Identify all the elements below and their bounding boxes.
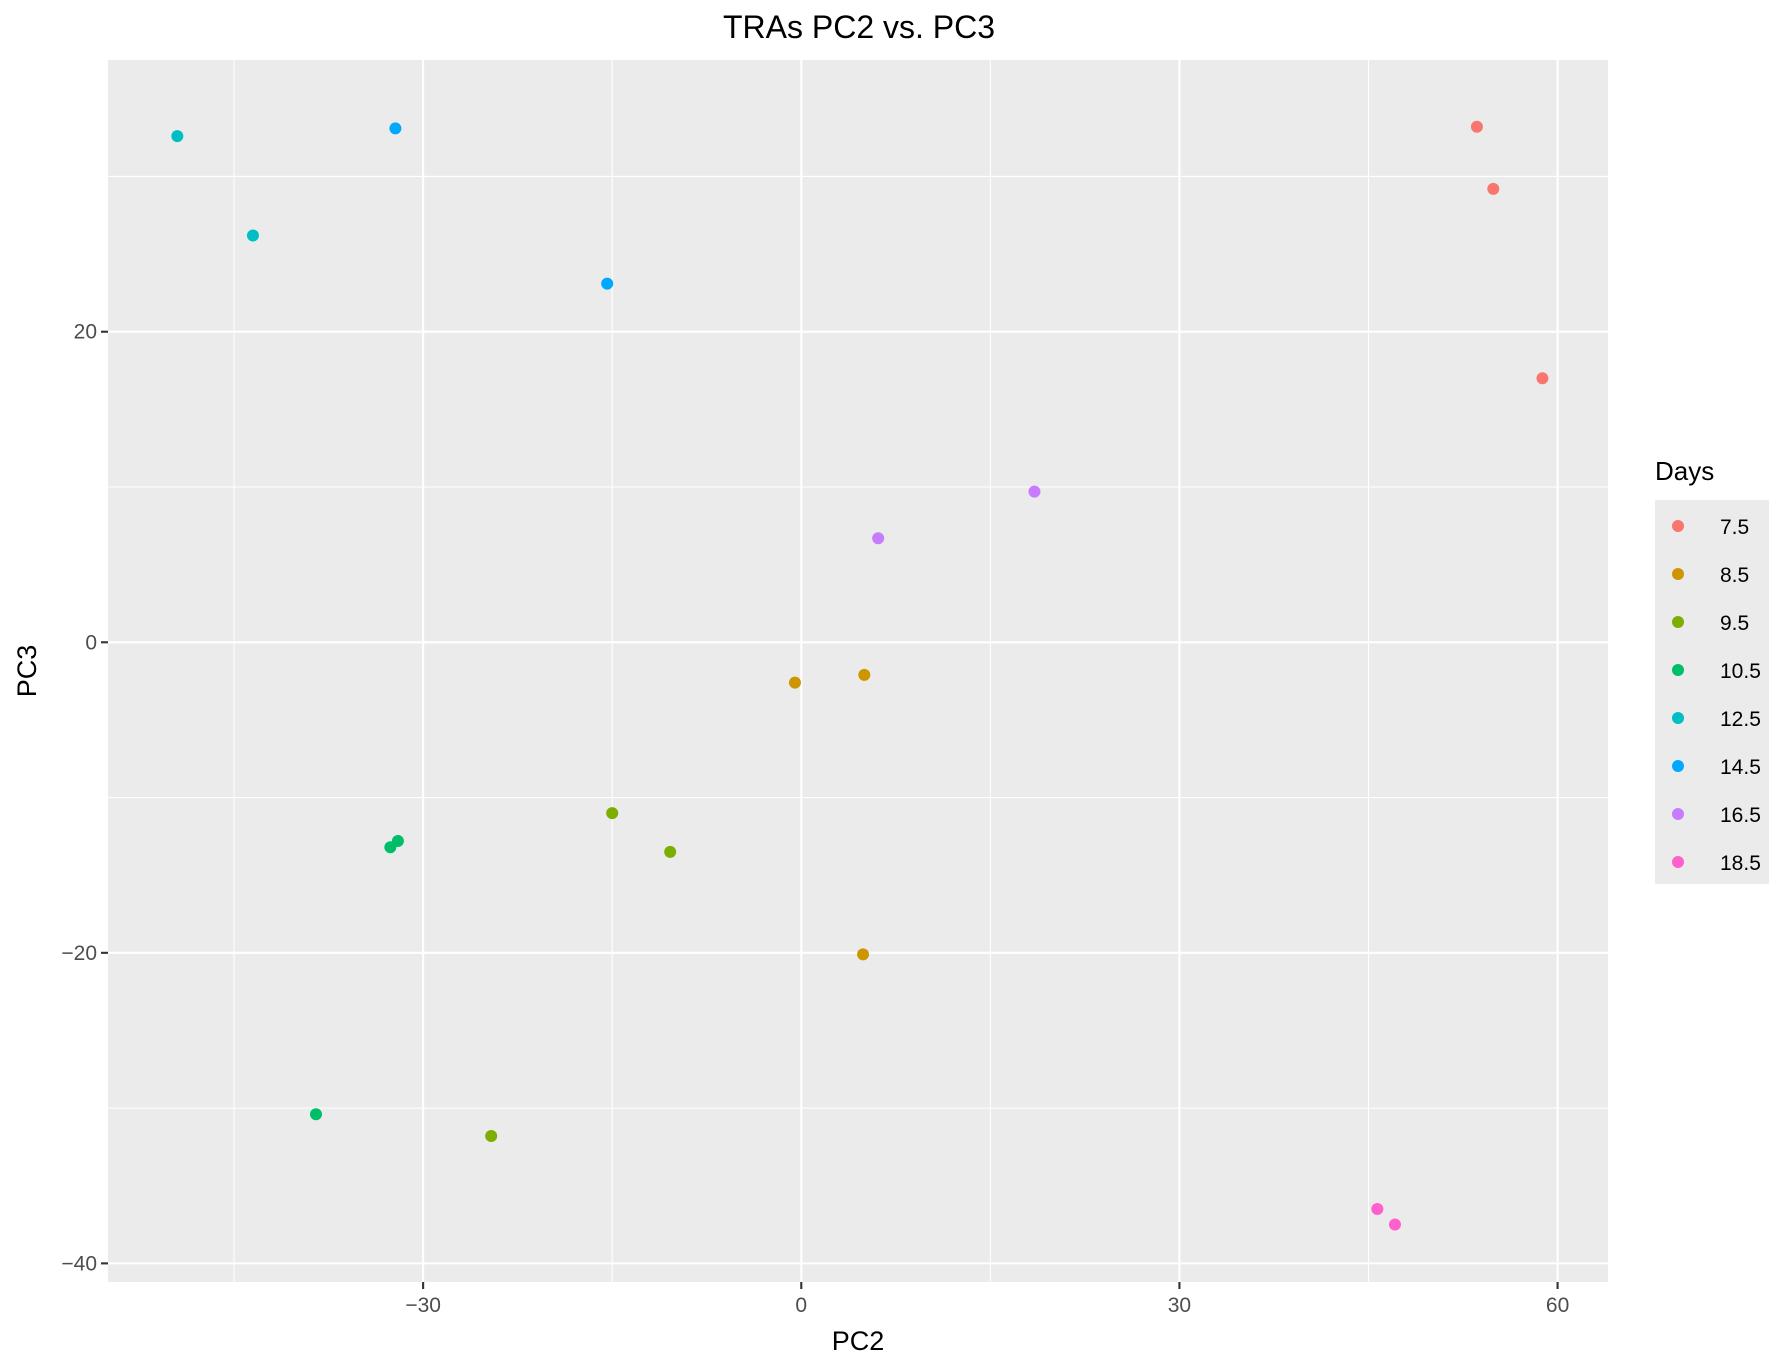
points-layer (171, 120, 1549, 1231)
legend-key-day-10.5 (1672, 664, 1684, 676)
legend-key-day-8.5 (1672, 568, 1684, 580)
x-axis-title: PC2 (832, 1326, 885, 1356)
y-tick-label: 20 (74, 321, 97, 344)
plot-panel (108, 60, 1608, 1282)
data-point-day-12.5 (246, 229, 259, 242)
axis-layer: −30 0 30 60 −40 −20 0 20 (61, 321, 1569, 1317)
x-tick-label: 60 (1546, 1294, 1569, 1317)
data-point-day-14.5 (389, 122, 402, 135)
data-point-day-18.5 (1371, 1203, 1384, 1216)
data-point-day-10.5 (309, 1108, 322, 1121)
legend-label-day-16.5: 16.5 (1720, 804, 1761, 827)
data-point-day-7.5 (1536, 372, 1549, 385)
legend-label-day-9.5: 9.5 (1720, 612, 1749, 635)
legend-label-day-14.5: 14.5 (1720, 756, 1761, 779)
data-point-day-14.5 (601, 277, 614, 290)
legend-key-day-18.5 (1672, 856, 1684, 868)
data-point-day-9.5 (664, 845, 677, 858)
legend-label-day-10.5: 10.5 (1720, 660, 1761, 683)
y-tick-label: −40 (61, 1252, 97, 1275)
legend-label-day-18.5: 18.5 (1720, 852, 1761, 875)
y-tick-label: 0 (85, 631, 97, 654)
data-point-day-7.5 (1470, 120, 1483, 133)
data-point-day-16.5 (1028, 485, 1041, 498)
legend-label-day-8.5: 8.5 (1720, 564, 1749, 587)
data-point-day-9.5 (606, 807, 619, 820)
x-tick-label: 30 (1168, 1294, 1191, 1317)
legend-label-day-7.5: 7.5 (1720, 516, 1749, 539)
x-tick-label: 0 (795, 1294, 807, 1317)
legend-key-day-9.5 (1672, 616, 1684, 628)
data-point-day-9.5 (485, 1130, 498, 1143)
x-tick-label: −30 (405, 1294, 441, 1317)
data-point-day-8.5 (788, 676, 801, 689)
data-point-day-18.5 (1388, 1218, 1401, 1231)
data-point-day-8.5 (858, 668, 871, 681)
data-point-day-7.5 (1487, 182, 1500, 195)
legend-key-day-12.5 (1672, 712, 1684, 724)
legend-key-day-7.5 (1672, 520, 1684, 532)
legend-key-background (1655, 500, 1769, 884)
legend-title: Days (1655, 456, 1714, 486)
legend-key-day-16.5 (1672, 808, 1684, 820)
data-point-day-8.5 (857, 948, 870, 961)
chart-title: TRAs PC2 vs. PC3 (723, 9, 995, 45)
legend: Days 7.5 8.5 9.5 10.5 12.5 14.5 16.5 18.5 (1655, 456, 1769, 884)
data-point-day-12.5 (171, 130, 184, 143)
legend-label-day-12.5: 12.5 (1720, 708, 1761, 731)
y-axis-title: PC3 (12, 645, 42, 698)
y-tick-label: −20 (61, 942, 97, 965)
data-point-day-10.5 (384, 841, 397, 854)
data-point-day-16.5 (872, 532, 885, 545)
legend-key-day-14.5 (1672, 760, 1684, 772)
